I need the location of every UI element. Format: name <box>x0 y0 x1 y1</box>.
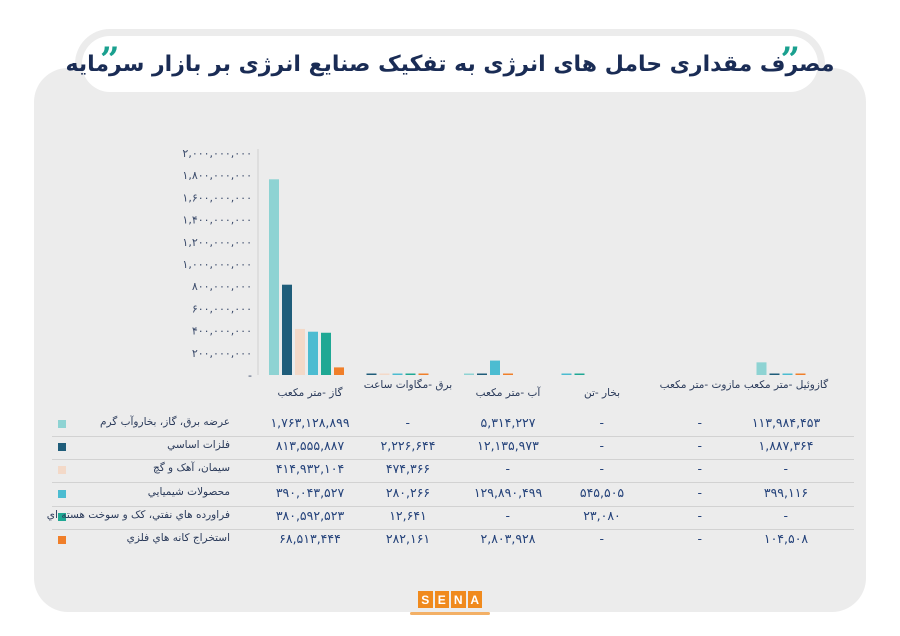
table-cell: ۳۹۹,۱۱۶ <box>763 485 809 500</box>
bar <box>490 360 500 375</box>
bar <box>334 367 344 375</box>
category-label: آب -متر مکعب <box>475 387 541 399</box>
bar <box>269 179 279 375</box>
table-cell: ۱۲,۱۳۵,۹۷۳ <box>477 438 539 453</box>
bar <box>405 373 416 375</box>
y-tick-label: ۱,۴۰۰,۰۰۰,۰۰۰ <box>182 214 252 227</box>
y-tick-label: - <box>248 369 252 382</box>
bar <box>574 373 585 375</box>
legend-label: عرضه برق، گاز، بخاروآب گرم <box>100 416 230 428</box>
table-row-divider <box>52 436 854 437</box>
table-cell: ۵,۳۱۴,۲۲۷ <box>480 415 536 430</box>
table-row-divider <box>52 529 854 530</box>
category-label: برق -مگاوات ساعت <box>363 379 453 391</box>
title-banner: ” مصرف مقداری حامل های انرژی به تفکیک صن… <box>66 36 834 92</box>
bar <box>782 373 793 375</box>
y-tick-label: ۸۰۰,۰۰۰,۰۰۰ <box>192 280 252 293</box>
y-tick-label: ۶۰۰,۰۰۰,۰۰۰ <box>192 302 252 315</box>
table-cell: ۸۱۳,۵۵۵,۸۸۷ <box>275 438 345 453</box>
y-tick-label: ۱,۲۰۰,۰۰۰,۰۰۰ <box>182 236 252 249</box>
table-cell: - <box>697 415 703 430</box>
table-cell: - <box>405 415 411 430</box>
table-cell: ۲,۸۰۳,۹۲۸ <box>480 531 536 546</box>
table-cell: ۱۲,۶۴۱ <box>389 508 427 523</box>
legend-label: سيمان، آهک و گچ <box>152 462 230 474</box>
category-label: بخار -تن <box>583 387 620 399</box>
table-cell: ۲۳,۰۸۰ <box>583 508 621 523</box>
bar <box>477 373 487 375</box>
legend-swatch <box>58 536 66 544</box>
table-cell: ۳۹۰,۰۴۳,۵۲۷ <box>275 485 345 500</box>
bar <box>795 373 806 375</box>
table-cell: - <box>783 461 789 476</box>
category-label: مازوت -متر مکعب <box>659 379 741 391</box>
legend-label: محصولات شيميايي <box>147 486 230 498</box>
bar <box>321 332 331 375</box>
table-row-divider <box>52 482 854 483</box>
table-cell: - <box>505 508 511 523</box>
table-cell: ۵۴۵,۵۰۵ <box>579 485 625 500</box>
table-cell: - <box>505 461 511 476</box>
bar <box>379 373 390 375</box>
bar <box>295 328 305 375</box>
category-label: گاز -متر مکعب <box>277 387 343 399</box>
table-cell: ۱۱۳,۹۸۴,۴۵۳ <box>751 415 821 430</box>
logo-tagline <box>410 612 490 615</box>
legend-swatch <box>58 490 66 498</box>
quote-mark-right-icon: ” <box>780 40 800 80</box>
chart-panel <box>34 68 866 612</box>
table-cell: ۴۷۴,۳۶۶ <box>385 461 431 476</box>
table-cell: ۴۱۴,۹۳۲,۱۰۴ <box>275 461 345 476</box>
table-cell: ۱,۸۸۷,۳۶۴ <box>758 438 814 453</box>
bar <box>366 373 377 375</box>
table-row-divider <box>52 459 854 460</box>
bar <box>392 373 403 375</box>
legend-label: فراورده هاي نفتي، کک و سوخت هسته اي <box>46 509 230 521</box>
table-cell: - <box>697 508 703 523</box>
legend-label: فلزات اساسي <box>167 439 230 451</box>
legend-swatch <box>58 466 66 474</box>
legend-swatch <box>58 420 66 428</box>
legend-swatch <box>58 443 66 451</box>
bar <box>769 373 780 375</box>
table-cell: - <box>697 438 703 453</box>
table-cell: - <box>697 461 703 476</box>
y-tick-label: ۱,۸۰۰,۰۰۰,۰۰۰ <box>182 169 252 182</box>
table-cell: - <box>697 531 703 546</box>
y-tick-label: ۲,۰۰۰,۰۰۰,۰۰۰ <box>182 147 252 160</box>
bar <box>561 373 572 375</box>
page-title: مصرف مقداری حامل های انرژی به تفکیک صنای… <box>65 51 835 77</box>
table-cell: ۳۸۰,۵۹۲,۵۲۳ <box>275 508 345 523</box>
table-cell: ۱,۷۶۳,۱۲۸,۸۹۹ <box>270 415 350 430</box>
table-cell: - <box>599 531 605 546</box>
y-tick-label: ۱,۶۰۰,۰۰۰,۰۰۰ <box>182 191 252 204</box>
y-tick-label: ۴۰۰,۰۰۰,۰۰۰ <box>192 325 252 338</box>
bar <box>503 373 513 375</box>
table-cell: - <box>599 415 605 430</box>
table-cell: ۶۸,۵۱۳,۴۴۴ <box>279 531 341 546</box>
table-cell: ۱۲۹,۸۹۰,۴۹۹ <box>473 485 543 500</box>
legend-label: استخراج کانه هاي فلزي <box>126 532 230 544</box>
table-cell: - <box>783 508 789 523</box>
table-cell: - <box>599 461 605 476</box>
bar <box>464 373 474 375</box>
table-cell: ۲۸۲,۱۶۱ <box>385 531 431 546</box>
table-cell: ۲۸۰,۲۶۶ <box>385 485 431 500</box>
table-cell: - <box>697 485 703 500</box>
table-cell: ۲,۲۲۶,۶۴۴ <box>380 438 436 453</box>
table-cell: - <box>599 438 605 453</box>
bar <box>308 331 318 375</box>
y-tick-label: ۱,۰۰۰,۰۰۰,۰۰۰ <box>182 258 252 271</box>
table-cell: ۱۰۴,۵۰۸ <box>763 531 809 546</box>
category-label: گازوئیل -متر مکعب <box>743 379 829 391</box>
bar <box>282 284 292 375</box>
y-tick-label: ۲۰۰,۰۰۰,۰۰۰ <box>192 347 252 360</box>
bar <box>756 362 767 375</box>
legend-swatch <box>58 513 66 521</box>
bar <box>418 373 429 375</box>
table-row-divider <box>52 506 854 507</box>
quote-mark-left-icon: ” <box>100 40 120 80</box>
